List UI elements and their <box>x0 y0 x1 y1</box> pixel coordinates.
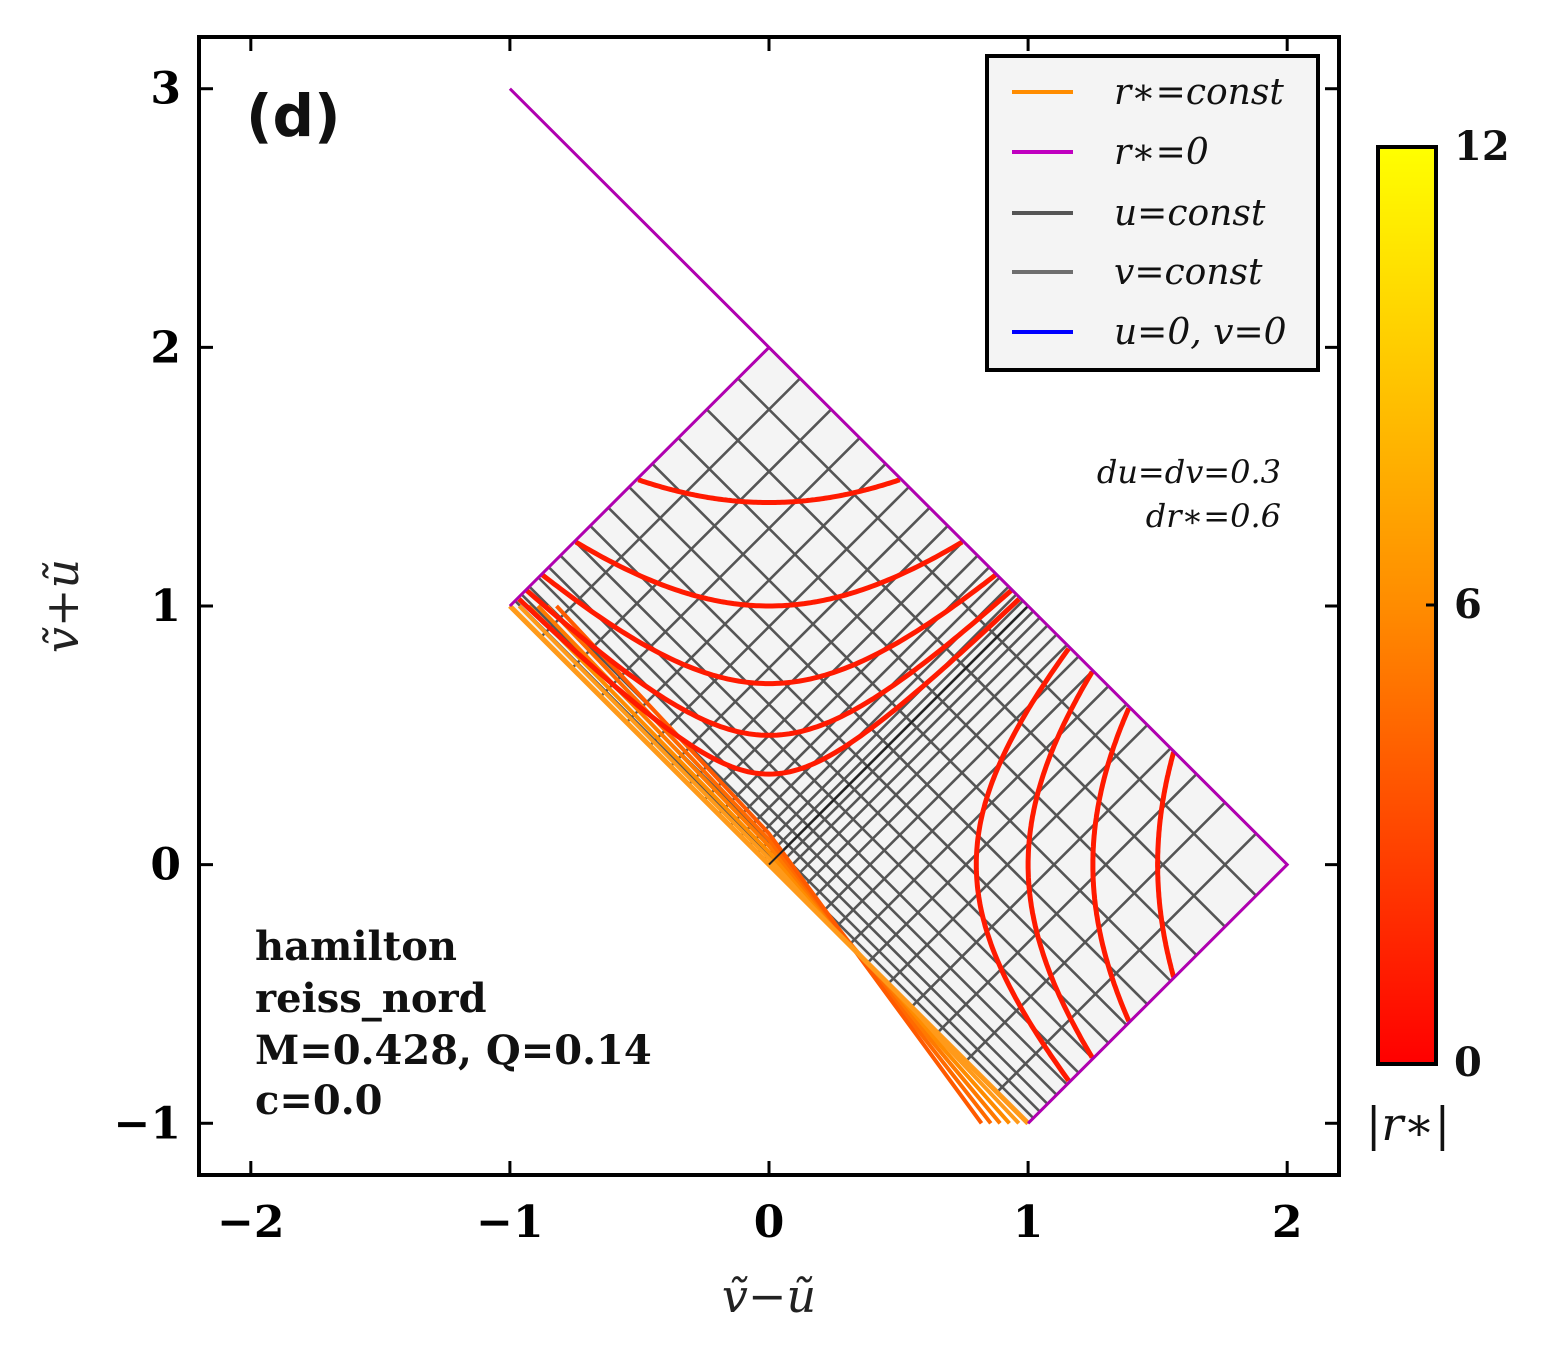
boundary-rstar-zero-line <box>508 87 1290 1125</box>
rstar-curve-upper-0 <box>637 477 901 505</box>
rstar-curve-right-3 <box>973 647 1071 1083</box>
rstar-curve-right-0 <box>1155 751 1177 978</box>
grid-right-b-8 <box>848 783 1110 1045</box>
grid-upper-a-8 <box>687 524 949 786</box>
grid-right-b-14 <box>996 636 1258 897</box>
grid-upper-a-14 <box>540 377 802 638</box>
annotation-drstar: dr∗=0.6 <box>1146 497 1281 535</box>
grid-upper-a-2 <box>756 593 1018 854</box>
grid-upper-a-11 <box>625 462 887 724</box>
legend-label-v-const: v=const <box>1114 252 1263 293</box>
x-tick-label-3: 1 <box>1013 1197 1044 1248</box>
grid-upper-b-14 <box>736 377 998 638</box>
rstar-curve-upper-1 <box>574 539 964 609</box>
grid-upper-a-1 <box>762 599 1024 861</box>
x-tick-label-2: 0 <box>754 1197 785 1248</box>
grid-upper-b-12 <box>677 436 939 698</box>
legend-label-u-const: u=const <box>1114 193 1266 234</box>
grid-right-b-9 <box>866 765 1128 1026</box>
colorbar-label: |r∗| <box>1366 1097 1450 1151</box>
boundaries-group <box>508 87 1290 1126</box>
grid-right-a-10 <box>887 724 1149 985</box>
legend: r∗=const r∗=0 u=const v=const u=0, v=0 <box>985 54 1320 372</box>
grid-right-b-5 <box>806 824 1068 1086</box>
grid-upper-a-12 <box>599 436 861 698</box>
boundary-left-line <box>508 346 771 608</box>
grid-right-a-7 <box>832 669 1094 931</box>
x-axis-title: ṽ−ũ <box>722 1269 816 1323</box>
grid-right-a-9 <box>866 703 1128 964</box>
legend-label-u0-v0: u=0, v=0 <box>1114 312 1287 353</box>
rstar-curves-group <box>517 477 1177 1083</box>
x-tick-label-0: −2 <box>217 1197 284 1248</box>
grid-right-b-11 <box>910 721 1172 982</box>
grid-right-a-4 <box>796 633 1058 895</box>
grid-right-a-1 <box>773 610 1035 871</box>
rstar-curve-upper-4 <box>517 597 1021 777</box>
grid-right-b-13 <box>964 667 1226 928</box>
x-tick-label-4: 2 <box>1272 1197 1303 1248</box>
y-axis-title: ṽ+ũ <box>35 559 89 653</box>
legend-label-rstar-const: r∗=const <box>1114 72 1284 113</box>
rstar-curve-right-1 <box>1090 707 1132 1023</box>
panel-label: (d) <box>246 82 341 150</box>
legend-label-rstar-zero: r∗=0 <box>1114 132 1209 173</box>
rstar-curve-upper-2 <box>540 572 998 687</box>
colorbar-tick-mid: 6 <box>1454 581 1482 628</box>
horizon-fan-line-3 <box>545 604 993 1125</box>
info-line-2: reiss_nord <box>255 975 487 1022</box>
colorbar: 12 6 0 |r∗| <box>1366 123 1510 1151</box>
y-tick-label-3: 2 <box>150 322 181 373</box>
rstar-curve-upper-3 <box>525 588 1013 738</box>
grid-upper-b-8 <box>589 524 851 786</box>
x-tick-label-1: −1 <box>476 1197 543 1248</box>
grid-right-b-3 <box>787 844 1049 1105</box>
y-tick-label-4: 3 <box>150 64 181 115</box>
grid-upper-a-10 <box>648 486 910 747</box>
info-line-3: M=0.428, Q=0.14 <box>255 1027 652 1074</box>
info-line-1: hamilton <box>255 923 457 970</box>
grid-right-a-5 <box>806 643 1068 905</box>
grid-right-b-12 <box>936 695 1198 957</box>
y-tick-label-2: 1 <box>150 581 181 632</box>
info-line-4: c=0.0 <box>255 1077 382 1124</box>
grid-right-b-2 <box>779 852 1041 1113</box>
grid-upper-b-10 <box>628 486 890 747</box>
grid-upper-a-4 <box>739 576 1001 838</box>
grid-right-b-10 <box>887 744 1149 1006</box>
grid-right-b-7 <box>832 799 1094 1060</box>
annotation-du-dv: du=dv=0.3 <box>1097 453 1281 491</box>
horizon-inner-line <box>768 605 1029 866</box>
colorbar-tick-min: 0 <box>1454 1039 1482 1086</box>
grid-upper-a-6 <box>717 554 979 816</box>
grid-upper-b-6 <box>559 554 821 816</box>
grid-upper-b-11 <box>651 462 913 724</box>
grid-right-a-3 <box>787 624 1049 885</box>
grid-upper-b-4 <box>537 576 799 838</box>
y-tick-label-1: 0 <box>150 840 181 891</box>
grid-right-a-2 <box>779 616 1041 878</box>
grid-right-a-11 <box>910 747 1172 1008</box>
grid-right-b-4 <box>796 835 1058 1096</box>
horizon-fan-line-4 <box>555 604 984 1125</box>
grid-right-a-13 <box>964 801 1226 1063</box>
y-tick-label-0: −1 <box>114 1098 181 1149</box>
grid-right-a-8 <box>848 685 1110 946</box>
ticks-group: −2 −1 0 1 2 −1 0 1 2 3 <box>114 37 1339 1248</box>
rstar-curve-right-2 <box>1025 670 1095 1059</box>
grid-right-a-12 <box>936 773 1198 1034</box>
horizon-fan-line-1 <box>527 604 1011 1125</box>
colorbar-tick-max: 12 <box>1454 123 1510 170</box>
grid-right-a-14 <box>996 832 1258 1094</box>
horizon-fan-line-0 <box>517 604 1021 1125</box>
